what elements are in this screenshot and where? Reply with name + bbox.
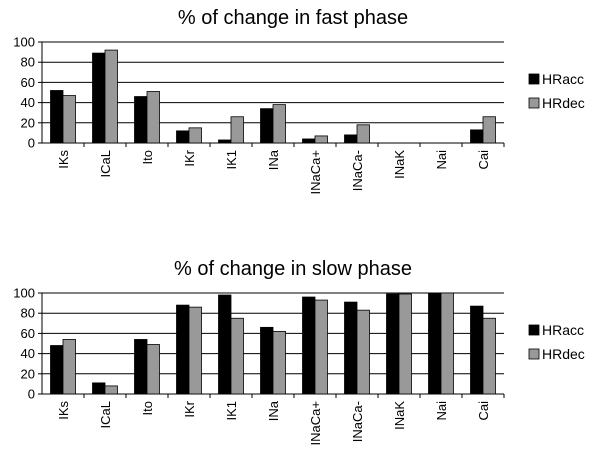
y-tick-label: 80: [21, 306, 35, 321]
bar-hracc-inak: [386, 293, 400, 395]
bar-hrdec-ito: [146, 91, 160, 144]
bar-hrdec-ikr: [188, 306, 202, 395]
y-tick-label: 100: [13, 286, 35, 301]
bar-hrdec-ical: [104, 49, 118, 144]
category-label: INaCa-: [350, 401, 365, 442]
legend-label-hracc: HRacc: [542, 71, 584, 87]
legend-swatch-hrdec: [528, 348, 540, 360]
chart-title: % of change in slow phase: [174, 258, 412, 280]
legend-swatch-hrdec: [528, 97, 540, 109]
y-tick-label: 60: [21, 326, 35, 341]
bar-hrdec-inak: [398, 293, 412, 395]
bar-hracc-ikr: [176, 304, 190, 395]
category-label: INaK: [392, 150, 407, 179]
y-tick-label: 20: [21, 115, 35, 130]
bar-hrdec-ina: [272, 104, 286, 144]
bar-hrdec-ical: [104, 385, 118, 395]
bar-hracc-iks: [50, 90, 64, 144]
legend-label-hracc: HRacc: [542, 322, 584, 338]
bar-hrdec-ik1: [230, 317, 244, 395]
bar-hrdec-inaca-: [356, 309, 370, 395]
y-tick-label: 20: [21, 366, 35, 381]
bar-hracc-ical: [92, 382, 106, 395]
category-label: INaCa+: [308, 150, 323, 194]
bar-hrdec-ik1: [230, 116, 244, 144]
y-tick-label: 0: [28, 136, 35, 151]
category-label: IKr: [182, 149, 197, 166]
chart-slow-phase: % of change in slow phase 0 20 40 60 80 100 IKs…: [13, 258, 585, 445]
category-label: Ito: [140, 150, 155, 164]
category-label: IKs: [56, 401, 71, 420]
y-tick-label: 40: [21, 346, 35, 361]
category-label: Nai: [434, 150, 449, 170]
bar-hracc-ito: [134, 339, 148, 395]
bar-hracc-ina: [260, 326, 274, 395]
chart-title: % of change in fast phase: [178, 7, 408, 29]
bar-hrdec-iks: [62, 95, 76, 144]
category-label: IKs: [56, 150, 71, 169]
category-label: Nai: [434, 401, 449, 421]
bar-hrdec-inaca+: [314, 135, 328, 144]
category-label: INa: [266, 149, 281, 170]
legend-swatch-hracc: [528, 324, 540, 336]
bar-hracc-inaca+: [302, 296, 316, 395]
category-label: INaCa-: [350, 150, 365, 191]
y-tick-label: 100: [13, 35, 35, 50]
bar-hracc-cai: [470, 305, 484, 395]
bar-hrdec-nai: [440, 292, 454, 395]
category-label: IK1: [224, 401, 239, 421]
category-label: Cai: [476, 401, 491, 421]
bar-hrdec-ina: [272, 330, 286, 395]
bar-hracc-ik1: [218, 294, 232, 395]
y-tick-label: 80: [21, 55, 35, 70]
bar-hracc-ito: [134, 96, 148, 144]
bar-hracc-inaca-: [344, 134, 358, 144]
bar-hracc-inaca+: [302, 138, 316, 144]
bar-hrdec-cai: [482, 116, 496, 144]
category-label: INaK: [392, 401, 407, 430]
chart-fast-phase: % of change in fast phase 0 20 40 60 80 100 IKs…: [13, 7, 585, 194]
bar-hracc-ikr: [176, 130, 190, 144]
bar-hracc-cai: [470, 129, 484, 144]
category-label: INaCa+: [308, 401, 323, 445]
category-label: IK1: [224, 150, 239, 170]
bar-hrdec-iks: [62, 339, 76, 395]
bar-hracc-iks: [50, 345, 64, 395]
category-label: INa: [266, 400, 281, 421]
bar-hrdec-cai: [482, 317, 496, 395]
category-label: Ito: [140, 401, 155, 415]
category-label: ICaL: [98, 150, 113, 177]
bar-hracc-inaca-: [344, 301, 358, 395]
category-label: ICaL: [98, 401, 113, 428]
y-tick-label: 60: [21, 75, 35, 90]
legend-swatch-hracc: [528, 73, 540, 85]
bar-hracc-ik1: [218, 139, 232, 144]
bar-hrdec-ito: [146, 344, 160, 395]
bar-hrdec-inaca+: [314, 299, 328, 395]
bar-hrdec-inaca-: [356, 124, 370, 144]
bar-hrdec-ikr: [188, 127, 202, 144]
bar-hracc-ical: [92, 52, 106, 144]
legend-label-hrdec: HRdec: [542, 346, 585, 362]
y-tick-label: 0: [28, 387, 35, 402]
category-label: Cai: [476, 150, 491, 170]
y-tick-label: 40: [21, 95, 35, 110]
bar-hracc-ina: [260, 108, 274, 144]
category-label: IKr: [182, 400, 197, 417]
legend-label-hrdec: HRdec: [542, 95, 585, 111]
bar-hracc-nai: [428, 292, 442, 395]
